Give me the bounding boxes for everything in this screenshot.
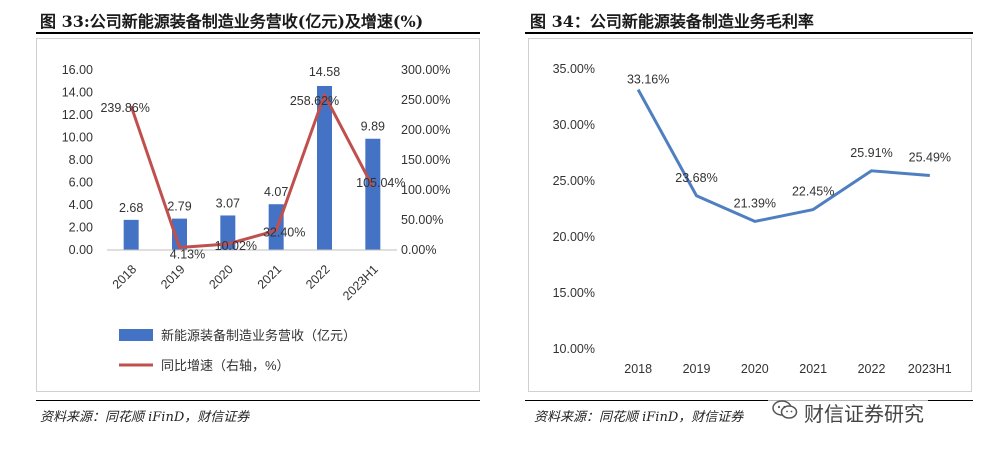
watermark-text: 财信证券研究 (804, 402, 924, 426)
right-y-tick-label: 150.00% (401, 153, 450, 167)
gross-margin-label: 22.45% (792, 185, 834, 199)
left-y-tick-label: 8.00 (69, 153, 93, 167)
growth-line-label: 32.40% (263, 226, 305, 240)
figure-33-source: 资料来源：同花顺 iFinD，财信证券 (40, 410, 250, 425)
right-y-tick-label: 250.00% (401, 93, 450, 107)
revenue-bar-label: 2.68 (119, 201, 143, 215)
revenue-bar-label: 2.79 (167, 200, 191, 214)
figure-33-title: 图 33:公司新能源装备制造业务营收(亿元)及增速(%) (40, 12, 424, 31)
left-y-tick-label: 16.00 (62, 63, 93, 77)
x-tick-label: 2020 (206, 262, 236, 292)
y-tick-label: 15.00% (553, 286, 595, 300)
right-y-tick-label: 50.00% (401, 213, 443, 227)
gross-margin-label: 33.16% (627, 73, 669, 87)
x-tick-label: 2021 (255, 262, 285, 292)
legend-bar-swatch (119, 329, 153, 341)
gross-margin-label: 25.91% (850, 146, 892, 160)
revenue-growth-chart: 0.00 2.00 4.00 6.00 8.00 10.00 12.00 14.00 16.00… (62, 63, 451, 373)
growth-line-label: 258.62% (290, 94, 339, 108)
figure-34-chart-panel: 10.00% 15.00% 20.00% 25.00% 30.00% 35.00% 33.1… (528, 38, 972, 392)
figure-34-top-rule (525, 32, 973, 34)
x-tick-label: 2020 (741, 362, 769, 376)
x-tick-label: 2023H1 (340, 262, 381, 303)
growth-line-label: 10.02% (215, 239, 257, 253)
y-tick-label: 20.00% (553, 230, 595, 244)
left-y-tick-label: 2.00 (69, 221, 93, 235)
figure-34-source: 资料来源：同花顺 iFinD，财信证券 (534, 410, 744, 425)
left-y-tick-label: 4.00 (69, 198, 93, 212)
growth-line-label: 239.86% (100, 101, 149, 115)
y-tick-label: 25.00% (553, 174, 595, 188)
legend-bar-label: 新能源装备制造业务营收（亿元） (161, 328, 356, 343)
left-y-tick-label: 6.00 (69, 176, 93, 190)
x-tick-label: 2018 (624, 362, 652, 376)
gross-margin-line (636, 88, 930, 223)
figure-33-top-rule (36, 32, 480, 34)
right-y-tick-label: 300.00% (401, 63, 450, 77)
x-tick-label: 2019 (683, 362, 711, 376)
x-tick-label: 2023H1 (908, 362, 952, 376)
revenue-bar (317, 85, 332, 250)
left-y-tick-label: 12.00 (62, 108, 93, 122)
x-tick-label: 2022 (858, 362, 886, 376)
growth-line (129, 93, 375, 250)
right-y-tick-label: 0.00% (401, 243, 436, 257)
revenue-bar-label: 9.89 (361, 120, 385, 134)
watermark: 财信证券研究 (768, 396, 928, 429)
legend-line-label: 同比增速（右轴，%） (161, 358, 290, 373)
x-tick-label: 2019 (158, 262, 188, 292)
figure-33-bottom-rule (36, 400, 480, 401)
y-tick-label: 35.00% (553, 62, 595, 76)
y-tick-label: 30.00% (553, 118, 595, 132)
gross-margin-label: 21.39% (734, 196, 776, 210)
figure-33-chart-panel: 0.00 2.00 4.00 6.00 8.00 10.00 12.00 14.00 16.00… (36, 38, 480, 392)
figure-34-title: 图 34：公司新能源装备制造业务毛利率 (530, 12, 814, 31)
figure-34-bottom-rule (525, 400, 973, 401)
left-y-tick-label: 10.00 (62, 131, 93, 145)
left-y-tick-label: 0.00 (69, 243, 93, 257)
x-tick-label: 2022 (303, 262, 333, 292)
wechat-icon (772, 399, 798, 426)
revenue-bar (365, 138, 381, 250)
x-tick-label: 2021 (799, 362, 827, 376)
gross-margin-label: 23.68% (675, 171, 717, 185)
growth-line-label: 105.04% (356, 176, 405, 190)
revenue-bar-label: 4.07 (264, 185, 288, 199)
revenue-bar-label: 14.58 (309, 65, 340, 79)
revenue-bar (123, 219, 139, 250)
y-tick-label: 10.00% (553, 342, 595, 356)
growth-line-label: 4.13% (170, 248, 205, 262)
revenue-bar (220, 215, 236, 250)
right-y-tick-label: 200.00% (401, 123, 450, 137)
gross-margin-chart: 10.00% 15.00% 20.00% 25.00% 30.00% 35.00% 33.1… (553, 62, 952, 376)
revenue-bar-label: 3.07 (216, 196, 240, 210)
gross-margin-label: 25.49% (909, 151, 951, 165)
right-y-tick-label: 100.00% (401, 183, 450, 197)
x-tick-label: 2018 (110, 262, 140, 292)
revenue-bar (172, 218, 187, 250)
left-y-tick-label: 14.00 (62, 86, 93, 100)
